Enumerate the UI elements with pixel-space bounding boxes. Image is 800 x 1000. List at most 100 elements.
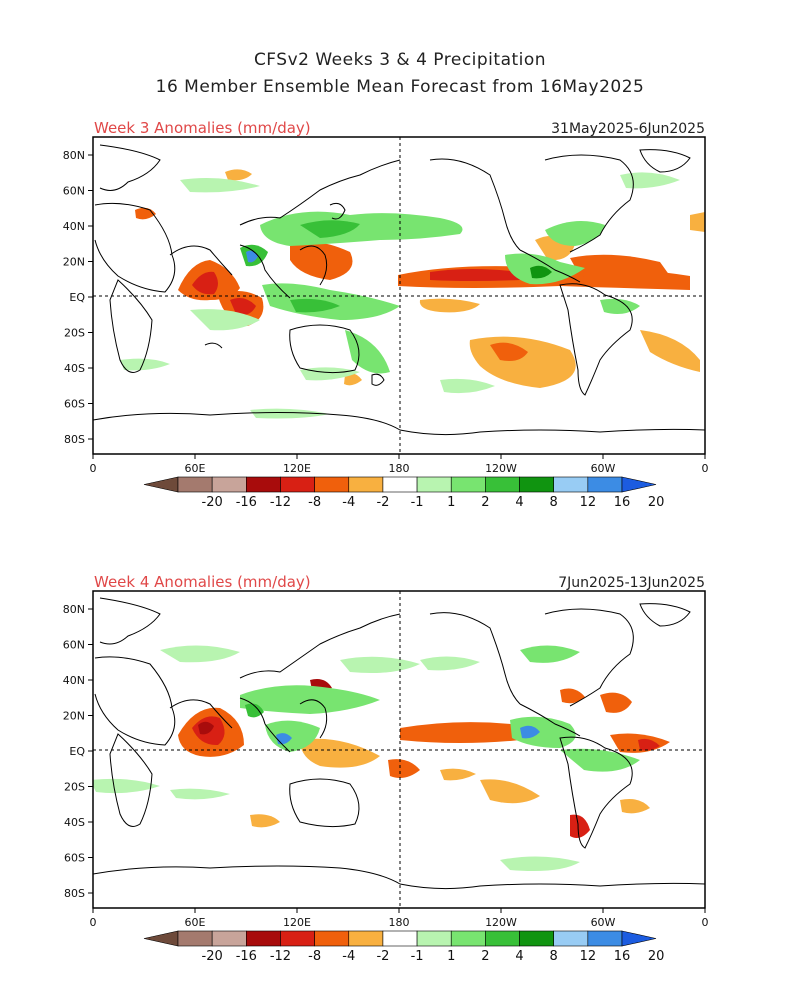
week3-panel: Week 3 Anomalies (mm/day) 31May2025-6Jun… [63, 119, 709, 475]
week4-colorbar-swatch [280, 930, 315, 947]
week4-lon-tick-label: 180 [389, 916, 410, 929]
week3-lon-tick-label: 60E [185, 462, 206, 475]
week4-panel: Week 4 Anomalies (mm/day) 7Jun2025-13Jun… [63, 573, 709, 929]
week4-colorbar: -20 -16 -12 -8 -4 -2 -1 1 2 4 8 12 16 20 [143, 930, 665, 964]
week3-colorbar-tick-label: -8 [308, 495, 321, 510]
week4-colorbar-low-arrow [143, 930, 179, 947]
week3-lon-tick-label: 120W [485, 462, 517, 475]
week3-colorbar-tick-label: -12 [270, 495, 291, 510]
week3-lat-tick-label: EQ [69, 291, 85, 304]
week3-colorbar-tick-label: -4 [342, 495, 355, 510]
week4-lat-tick-label: 40S [64, 816, 85, 829]
week4-colorbar-tick-label: -4 [342, 949, 355, 964]
week4-coastlines [93, 597, 705, 890]
week4-colorbar-tick-label: 12 [580, 949, 597, 964]
week3-colorbar-swatch [416, 476, 452, 493]
week4-lat-tick-label: 80N [63, 603, 85, 616]
week4-colorbar-tick-label: 8 [550, 949, 558, 964]
week3-lon-tick-label: 180 [389, 462, 410, 475]
week4-colorbar-high-arrow [621, 930, 657, 947]
week3-lat-tick-label: 20N [63, 256, 85, 269]
week4-colorbar-tick-label: -12 [270, 949, 291, 964]
week4-lat-tick-label: 80S [64, 887, 85, 900]
week4-colorbar-swatch [587, 930, 623, 947]
week4-colorbar-swatch [246, 930, 281, 947]
week3-dates: 31May2025-6Jun2025 [551, 121, 705, 137]
week3-colorbar-swatch [553, 476, 589, 493]
week4-colorbar-swatch [553, 930, 589, 947]
week3-lon-tick-label: 0 [90, 462, 97, 475]
week3-lon-tick-label: 0 [702, 462, 709, 475]
week3-colorbar-tick-label: 2 [481, 495, 489, 510]
week4-colorbar-tick-label: -1 [411, 949, 424, 964]
week3-colorbar-tick-label: 12 [580, 495, 597, 510]
week4-colorbar-swatch [348, 930, 384, 947]
week3-lat-tick-label: 60S [64, 398, 85, 411]
week4-lon-tick-label: 120E [283, 916, 311, 929]
week4-lon-tick-label: 0 [90, 916, 97, 929]
week4-colorbar-tick-label: 4 [515, 949, 523, 964]
week4-lon-tick-label: 60E [185, 916, 206, 929]
week4-lat-tick-label: 20N [63, 710, 85, 723]
week3-anomaly-field [120, 169, 705, 419]
week4-colorbar-tick-label: 1 [447, 949, 455, 964]
week3-colorbar-swatch [211, 476, 247, 493]
week3-heading: Week 3 Anomalies (mm/day) [94, 119, 311, 137]
week4-colorbar-tick-label: -20 [202, 949, 223, 964]
week3-lat-tick-label: 80S [64, 433, 85, 446]
week4-colorbar-tick-label: -2 [376, 949, 389, 964]
week3-colorbar-tick-label: -20 [202, 495, 223, 510]
week3-colorbar-tick-label: 8 [550, 495, 558, 510]
week4-colorbar-swatch [177, 930, 213, 947]
week3-colorbar-tick-label: 1 [447, 495, 455, 510]
week4-colorbar-swatch [382, 930, 418, 947]
week3-colorbar: -20 -16 -12 -8 -4 -2 -1 1 2 4 8 12 16 20 [143, 476, 665, 510]
week3-colorbar-tick-label: 4 [515, 495, 523, 510]
week3-colorbar-tick-label: -16 [236, 495, 257, 510]
week3-colorbar-swatch [382, 476, 418, 493]
week3-colorbar-swatch [177, 476, 213, 493]
week4-colorbar-swatch [211, 930, 247, 947]
week4-colorbar-tick-label: 2 [481, 949, 489, 964]
week4-colorbar-swatch [450, 930, 486, 947]
week3-lat-tick-label: 40S [64, 362, 85, 375]
week3-colorbar-low-arrow [143, 476, 179, 493]
week3-lat-tick-label: 80N [63, 149, 85, 162]
week3-lon-tick-label: 60W [591, 462, 616, 475]
week4-lat-tick-label: 20S [64, 781, 85, 794]
week3-lat-tick-label: 60N [63, 185, 85, 198]
week4-lat-tick-label: 60N [63, 639, 85, 652]
week4-colorbar-swatch [485, 930, 520, 947]
week3-colorbar-high-arrow [621, 476, 657, 493]
week4-colorbar-tick-label: -8 [308, 949, 321, 964]
title-line1: CFSv2 Weeks 3 & 4 Precipitation [254, 50, 546, 70]
week4-colorbar-swatch [416, 930, 452, 947]
week3-coastlines [93, 144, 705, 436]
week3-colorbar-swatch [348, 476, 384, 493]
week3-colorbar-tick-label: -1 [411, 495, 424, 510]
week3-lat-tick-label: 40N [63, 220, 85, 233]
week3-colorbar-swatch [450, 476, 486, 493]
week4-colorbar-tick-label: 16 [614, 949, 631, 964]
week3-lon-tick-label: 120E [283, 462, 311, 475]
week4-lat-tick-label: EQ [69, 745, 85, 758]
week3-colorbar-swatch [485, 476, 520, 493]
week4-heading: Week 4 Anomalies (mm/day) [94, 573, 311, 591]
week3-colorbar-swatch [280, 476, 315, 493]
week4-colorbar-swatch [519, 930, 554, 947]
week4-lon-tick-label: 0 [702, 916, 709, 929]
week4-colorbar-swatch [314, 930, 350, 947]
week4-lon-tick-label: 120W [485, 916, 517, 929]
week3-colorbar-tick-label: -2 [376, 495, 389, 510]
week4-colorbar-tick-label: 20 [648, 949, 665, 964]
title-line2: 16 Member Ensemble Mean Forecast from 16… [156, 77, 645, 97]
week3-lat-tick-label: 20S [64, 327, 85, 340]
week4-dates: 7Jun2025-13Jun2025 [558, 575, 705, 591]
week3-colorbar-tick-label: 16 [614, 495, 631, 510]
week4-colorbar-tick-label: -16 [236, 949, 257, 964]
week4-lon-tick-label: 60W [591, 916, 616, 929]
week3-colorbar-tick-label: 20 [648, 495, 665, 510]
week3-colorbar-swatch [587, 476, 623, 493]
week4-lat-tick-label: 40N [63, 674, 85, 687]
week4-lat-tick-label: 60S [64, 852, 85, 865]
